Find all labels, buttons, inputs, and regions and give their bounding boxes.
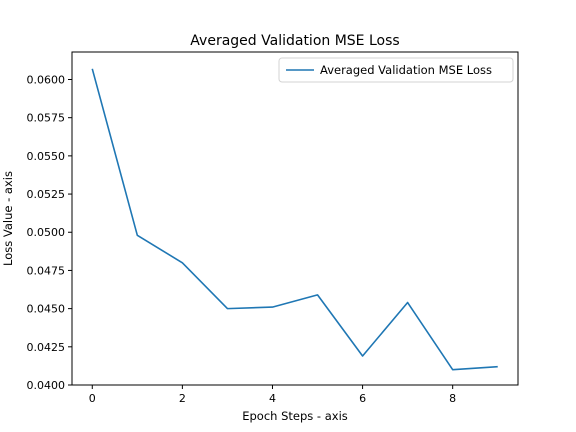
y-tick-label: 0.0400: [27, 379, 66, 392]
chart-title: Averaged Validation MSE Loss: [190, 33, 399, 49]
y-tick-label: 0.0600: [27, 73, 66, 86]
plot-frame: [71, 51, 519, 386]
x-tick-label: 8: [449, 392, 456, 405]
y-tick-label: 0.0450: [27, 303, 66, 316]
x-tick-label: 6: [359, 392, 366, 405]
legend: Averaged Validation MSE Loss: [278, 57, 514, 83]
y-tick-label: 0.0500: [27, 226, 66, 239]
y-tick-label: 0.0525: [27, 188, 66, 201]
y-tick-label: 0.0475: [27, 264, 66, 277]
y-tick-label: 0.0575: [27, 112, 66, 125]
y-axis-label: Loss Value - axis: [1, 171, 15, 266]
y-tick-label: 0.0550: [27, 150, 66, 163]
x-axis-label: Epoch Steps - axis: [242, 409, 348, 423]
x-tick-label: 0: [89, 392, 96, 405]
y-tick-label: 0.0425: [27, 341, 66, 354]
x-tick-label: 4: [269, 392, 276, 405]
x-tick-label: 2: [179, 392, 186, 405]
y-axis-ticks: 0.0400 0.0425 0.0450 0.0475 0.0500 0.0525 0.05…: [27, 73, 72, 392]
x-axis-ticks: 0 2 4 6 8: [89, 385, 456, 405]
legend-box: [278, 57, 514, 83]
legend-label: Averaged Validation MSE Loss: [320, 63, 492, 77]
series-layer: [91, 68, 498, 371]
series-line: [91, 68, 498, 371]
